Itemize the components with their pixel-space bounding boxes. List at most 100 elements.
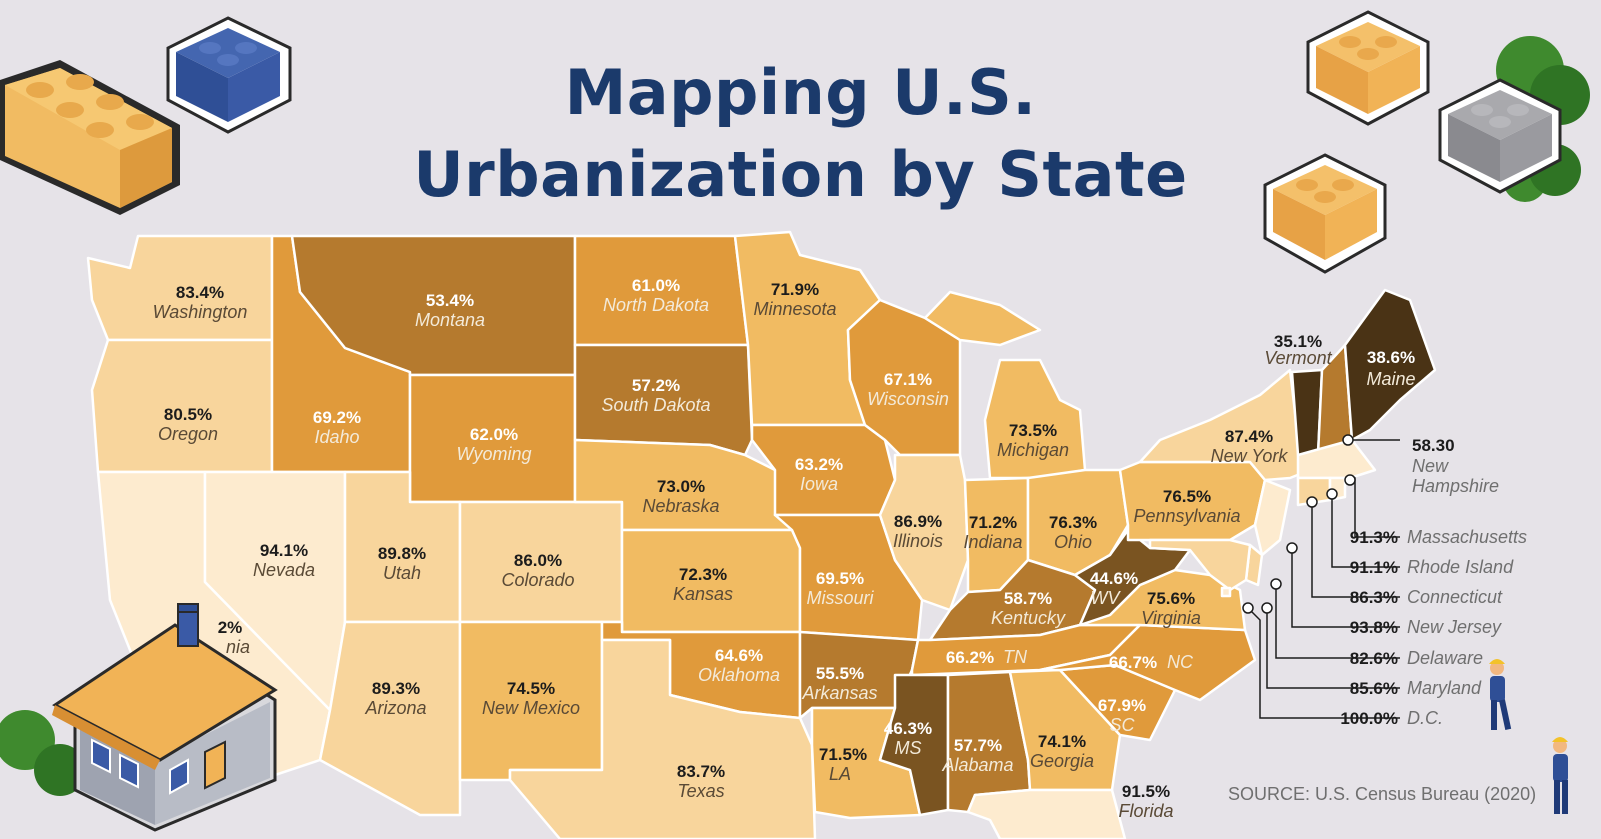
label-idaho-name: Idaho	[314, 427, 359, 447]
label-kentucky-name: Kentucky	[991, 608, 1066, 628]
dot-massachusetts	[1344, 474, 1356, 486]
label-maine-pct: 38.6%	[1367, 348, 1415, 367]
label-nebraska-pct: 73.0%	[657, 477, 705, 496]
label-wisconsin-name: Wisconsin	[867, 389, 949, 409]
dot-delaware	[1270, 578, 1282, 590]
label-northdakota-name: North Dakota	[603, 295, 709, 315]
label-minnesota-name: Minnesota	[753, 299, 836, 319]
states-layer	[86, 230, 1437, 839]
dot-newjersey	[1286, 542, 1298, 554]
label-iowa-pct: 63.2%	[795, 455, 843, 474]
label-southdakota-pct: 57.2%	[632, 376, 680, 395]
state-illinois[interactable]	[878, 453, 970, 612]
label-wyoming-pct: 62.0%	[470, 425, 518, 444]
label-westvirginia-pct: 44.6%	[1090, 569, 1138, 588]
label-oklahoma-pct: 64.6%	[715, 646, 763, 665]
label-newmexico-name: New Mexico	[482, 698, 580, 718]
label-newyork-name: New York	[1211, 446, 1289, 466]
label-northcarolina-pct: 66.7%	[1109, 653, 1157, 672]
dot-newhampshire	[1342, 434, 1354, 446]
label-wyoming-name: Wyoming	[456, 444, 531, 464]
label-kentucky-pct: 58.7%	[1004, 589, 1052, 608]
state-newjersey[interactable]	[1253, 478, 1292, 557]
callout-dots	[1242, 434, 1356, 614]
label-georgia-name: Georgia	[1030, 751, 1094, 771]
label-arkansas-pct: 55.5%	[816, 664, 864, 683]
lego-brick-orange-icon	[0, 60, 180, 215]
callout-maryland-name: Maryland	[1407, 678, 1482, 698]
label-indiana-name: Indiana	[963, 532, 1022, 552]
label-oregon-name: Oregon	[158, 424, 218, 444]
label-illinois-name: Illinois	[893, 531, 943, 551]
state-maine[interactable]	[1343, 288, 1437, 442]
callout-delaware-name: Delaware	[1407, 648, 1483, 668]
label-missouri-name: Missouri	[806, 588, 874, 608]
source-note: SOURCE: U.S. Census Bureau (2020)	[1228, 784, 1537, 804]
leader-line-maryland	[1266, 608, 1400, 689]
dot-connecticut	[1306, 496, 1318, 508]
label-newyork-pct: 87.4%	[1225, 427, 1273, 446]
label-louisiana-name: LA	[829, 764, 851, 784]
callout-connecticut-pct: 86.3%	[1350, 588, 1398, 607]
leader-line-connecticut	[1311, 502, 1400, 598]
label-vermont-pct: 35.1%	[1274, 332, 1322, 351]
lego-brick-orange-icon	[1306, 10, 1430, 126]
label-northdakota-pct: 61.0%	[632, 276, 680, 295]
lego-brick-blue-icon	[166, 16, 292, 134]
lego-brick-orange-icon	[1263, 153, 1387, 274]
label-tennessee-name: TN	[1003, 647, 1028, 667]
label-oregon-pct: 80.5%	[164, 405, 212, 424]
label-arizona-pct: 89.3%	[372, 679, 420, 698]
label-minnesota-pct: 71.9%	[771, 280, 819, 299]
label-alabama-name: Alabama	[941, 755, 1013, 775]
label-michigan-pct: 73.5%	[1009, 421, 1057, 440]
label-northcarolina-name: NC	[1167, 652, 1194, 672]
label-utah-name: Utah	[383, 563, 421, 583]
label-ohio-name: Ohio	[1054, 532, 1092, 552]
label-missouri-pct: 69.5%	[816, 569, 864, 588]
title-line-1: Mapping U.S.	[564, 56, 1037, 129]
label-wisconsin-pct: 67.1%	[884, 370, 932, 389]
label-texas-name: Texas	[677, 781, 724, 801]
label-arizona-name: Arizona	[364, 698, 426, 718]
label-mississippi-name: MS	[895, 738, 922, 758]
label-westvirginia-name: WV	[1091, 588, 1122, 608]
label-florida-pct: 91.5%	[1122, 782, 1170, 801]
label-arkansas-name: Arkansas	[801, 683, 877, 703]
construction-worker-icon	[1552, 737, 1568, 814]
leader-line-dc	[1247, 607, 1400, 719]
state-florida[interactable]	[966, 788, 1127, 839]
label-maine-name: Maine	[1366, 369, 1415, 389]
label-nevada-pct: 94.1%	[260, 541, 308, 560]
label-pennsylvania-pct: 76.5%	[1163, 487, 1211, 506]
label-utah-pct: 89.8%	[378, 544, 426, 563]
callout-maryland-pct: 85.6%	[1350, 679, 1398, 698]
label-iowa-name: Iowa	[800, 474, 838, 494]
callout-massachusetts-name: Massachusetts	[1407, 527, 1527, 547]
lego-brick-gray-icon	[1438, 78, 1562, 194]
dot-maryland	[1261, 602, 1273, 614]
label-southcarolina-pct: 67.9%	[1098, 696, 1146, 715]
state-dc[interactable]	[1220, 586, 1232, 598]
callout-rhodeisland-name: Rhode Island	[1407, 557, 1514, 577]
label-nebraska-name: Nebraska	[642, 496, 719, 516]
state-labels: 83.4% Washington 80.5% Oregon 2% nia 69.…	[153, 276, 1416, 821]
label-indiana-pct: 71.2%	[969, 513, 1017, 532]
label-kansas-name: Kansas	[673, 584, 733, 604]
callout-newjersey-name: New Jersey	[1407, 617, 1502, 637]
label-california-name: nia	[226, 637, 250, 657]
callout-rhodeisland-pct: 91.1%	[1350, 558, 1398, 577]
callout-newhampshire-name-1: New	[1412, 456, 1449, 476]
label-michigan-name: Michigan	[997, 440, 1069, 460]
label-alabama-pct: 57.7%	[954, 736, 1002, 755]
state-arizona[interactable]	[318, 620, 462, 817]
label-texas-pct: 83.7%	[677, 762, 725, 781]
label-pennsylvania-name: Pennsylvania	[1133, 506, 1240, 526]
label-vermont-name: Vermont	[1264, 348, 1332, 368]
callout-dc-pct: 100.0%	[1340, 709, 1398, 728]
label-washington-pct: 83.4%	[176, 283, 224, 302]
callout-connecticut-name: Connecticut	[1407, 587, 1503, 607]
label-california-pct: 2%	[218, 618, 243, 637]
callout-delaware-pct: 82.6%	[1350, 649, 1398, 668]
